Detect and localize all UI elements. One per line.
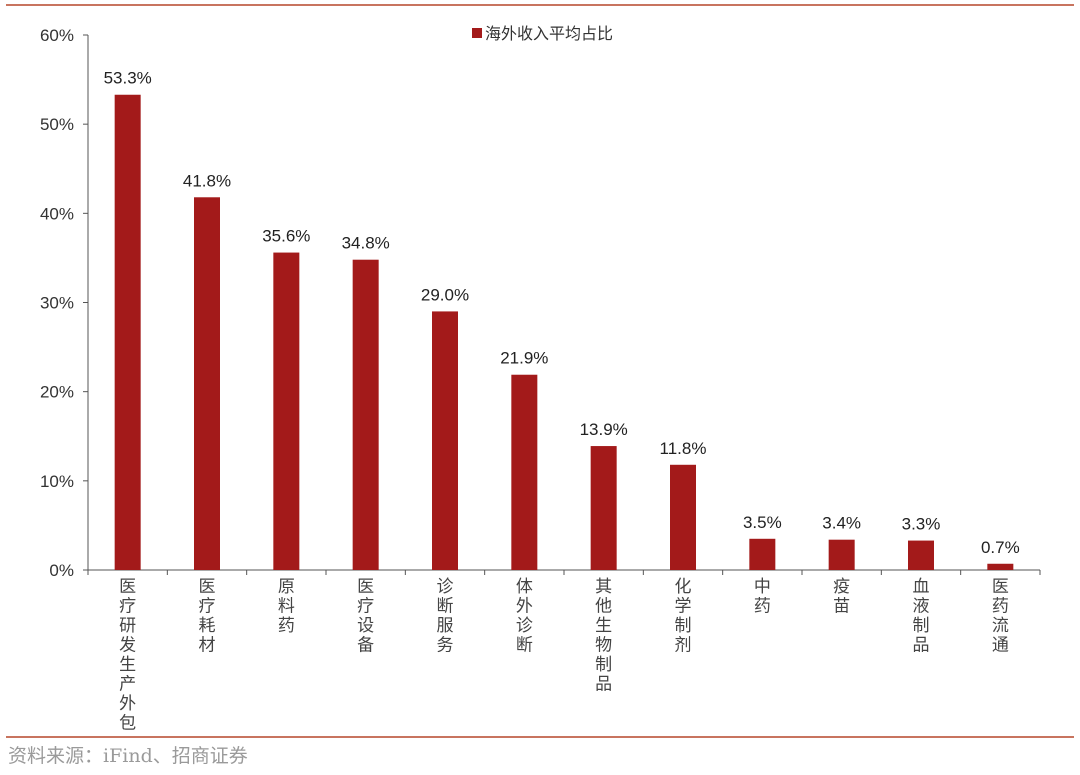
y-tick-label: 0% — [49, 561, 74, 580]
x-tick-label: 血液制品 — [913, 577, 930, 655]
bar-chart: 0% 10% 20% 30% 40% 50% 60% 53.3% 医疗研发生产外包 41.8% 医疗… — [40, 25, 1041, 733]
x-tick-label: 医疗耗材 — [199, 577, 216, 655]
data-label: 53.3% — [104, 69, 152, 88]
top-rule — [6, 4, 1074, 6]
bar — [432, 311, 458, 570]
data-label: 21.9% — [500, 349, 548, 368]
bar — [114, 94, 141, 570]
y-tick-label: 30% — [40, 294, 74, 313]
x-tick-label: 化学制剂 — [675, 577, 692, 655]
data-label: 35.6% — [262, 227, 310, 246]
data-label: 41.8% — [183, 171, 231, 190]
bar — [352, 259, 379, 570]
legend-swatch — [472, 28, 482, 38]
x-tick-label: 疫苗 — [833, 577, 850, 616]
x-tick-label: 医疗设备 — [357, 577, 374, 655]
bar — [749, 538, 776, 570]
x-tick-label: 医疗研发生产外包 — [119, 577, 136, 733]
x-tick-label: 体外诊断 — [516, 577, 533, 655]
x-tick-label: 医药流通 — [992, 577, 1009, 655]
y-tick-label: 50% — [40, 115, 74, 134]
x-tick-label: 原料药 — [278, 577, 295, 635]
legend-label: 海外收入平均占比 — [485, 25, 613, 43]
x-tick-label: 诊断服务 — [437, 577, 454, 655]
source-note: 资料来源：iFind、招商证券 — [8, 745, 248, 767]
y-tick-label: 20% — [40, 383, 74, 402]
data-label: 11.8% — [660, 439, 707, 458]
x-tick-label: 其他生物制品 — [595, 577, 612, 694]
bar — [511, 374, 538, 570]
data-label: 0.7% — [981, 538, 1020, 557]
bottom-rule — [6, 736, 1074, 738]
data-label: 3.3% — [902, 515, 941, 534]
x-tick-label: 中药 — [754, 577, 771, 616]
data-label: 13.9% — [580, 420, 628, 439]
data-label: 3.4% — [822, 514, 861, 533]
bar — [987, 563, 1014, 570]
data-label: 34.8% — [342, 234, 390, 253]
bar — [590, 446, 617, 570]
bar — [828, 539, 855, 570]
data-label: 3.5% — [743, 513, 782, 532]
y-tick-label: 60% — [40, 26, 74, 45]
y-tick-label: 10% — [40, 472, 74, 491]
bar — [194, 197, 220, 571]
y-tick-label: 40% — [40, 204, 74, 223]
bar — [670, 464, 696, 570]
bar — [273, 252, 300, 571]
bar — [908, 540, 934, 570]
data-label: 29.0% — [421, 285, 469, 304]
